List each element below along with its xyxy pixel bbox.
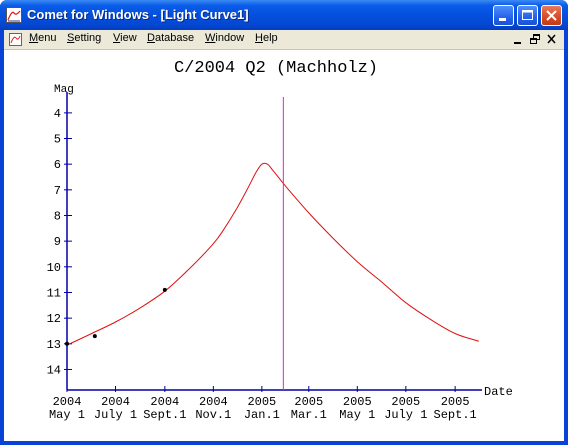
x-tick-year: 2005 [294,395,323,409]
y-tick-label: 10 [47,261,61,275]
client-area: Menu Setting View Database Window Help C… [4,30,564,441]
x-tick-label: Nov.1 [195,408,231,422]
document-icon[interactable] [8,32,24,47]
observation-point [162,287,167,292]
y-tick-label: 9 [54,235,61,249]
mdi-close-button[interactable] [545,33,559,46]
y-tick-label: 8 [54,209,61,223]
light-curve-line [66,162,480,346]
x-axis-label: Date [484,385,513,399]
x-tick-label: July 1 [94,408,137,422]
maximize-button[interactable] [517,5,538,26]
observation-point [92,334,97,339]
x-tick-year: 2004 [150,395,179,409]
x-tick-year: 2004 [101,395,130,409]
mdi-minimize-button[interactable] [511,33,525,46]
chart-title: C/2004 Q2 (Machholz) [174,59,378,78]
menu-item-database[interactable]: Database [147,32,195,44]
x-tick-label: July 1 [384,408,427,422]
window-title: Comet for Windows - [Light Curve1] [27,7,249,22]
x-tick-year: 2005 [247,395,276,409]
x-tick-year: 2005 [441,395,470,409]
menu-bar: Menu Setting View Database Window Help [4,30,564,50]
y-ticks: 4 5 6 7 8 9 10 11 12 13 14 [47,107,72,377]
close-icon [546,10,557,21]
plot-area [65,97,480,390]
x-tick-year: 2005 [343,395,372,409]
menu-item-menu[interactable]: Menu [29,32,57,44]
menu-item-view[interactable]: View [113,32,137,44]
x-tick-year: 2005 [391,395,420,409]
menu-item-help[interactable]: Help [255,32,278,44]
mdi-restore-button[interactable] [528,33,542,46]
x-tick-label: May 1 [49,408,85,422]
comet-app-icon[interactable] [6,7,22,23]
title-bar[interactable]: Comet for Windows - [Light Curve1] [0,0,568,30]
x-tick-label: May 1 [339,408,375,422]
minimize-icon [499,18,506,21]
x-tick-year: 2004 [199,395,228,409]
mdi-restore-icon [530,34,540,44]
maximize-icon [522,10,533,20]
mdi-minimize-icon [514,42,521,44]
observation-point [65,341,69,346]
y-axis-label: Mag [54,84,74,96]
y-tick-label: 13 [47,338,61,352]
y-tick-label: 11 [47,286,61,300]
close-button[interactable] [541,5,562,26]
x-tick-label: Jan.1 [244,408,280,422]
y-tick-label: 12 [47,312,61,326]
minimize-button[interactable] [493,5,514,26]
menu-item-setting[interactable]: Setting [67,32,102,44]
x-tick-label: Sept.1 [434,408,477,422]
menu-item-window[interactable]: Window [205,32,245,44]
axes [66,92,482,391]
light-curve-chart: C/2004 Q2 (Machholz) Mag Date 4 5 6 7 8 9 10 11… [47,59,513,422]
x-tick-label: Sept.1 [143,408,186,422]
y-tick-label: 4 [54,107,61,121]
y-tick-label: 6 [54,158,61,172]
x-tick-year: 2004 [53,395,82,409]
y-tick-label: 7 [54,184,61,198]
y-tick-label: 5 [54,132,61,146]
x-tick-label: Mar.1 [291,408,327,422]
y-tick-label: 14 [47,363,61,377]
mdi-close-icon [547,34,556,44]
